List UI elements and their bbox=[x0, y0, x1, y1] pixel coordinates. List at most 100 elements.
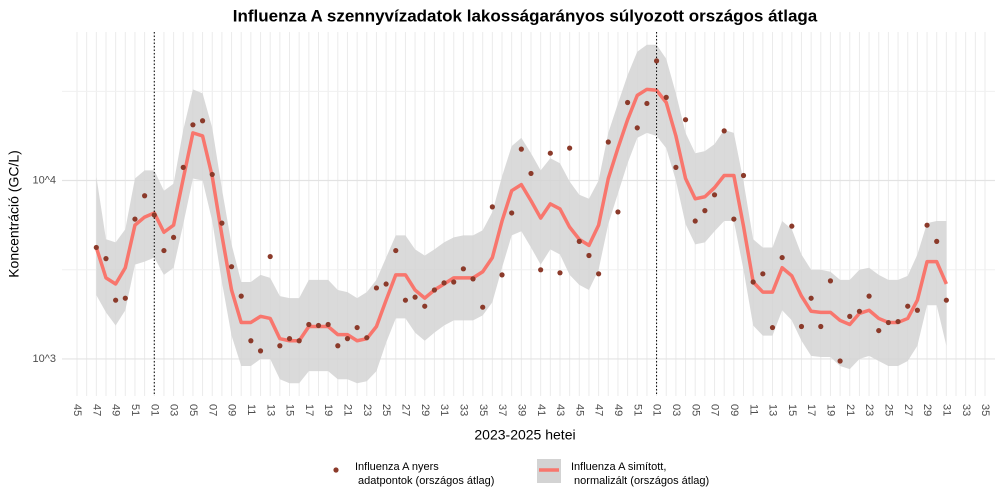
data-point bbox=[412, 294, 418, 300]
y-tick-label: 10^3 bbox=[32, 353, 56, 365]
data-point bbox=[257, 348, 264, 354]
data-point bbox=[624, 99, 631, 106]
data-point bbox=[113, 297, 119, 303]
x-tick-label: 27 bbox=[400, 404, 412, 416]
data-point bbox=[306, 321, 312, 328]
data-point bbox=[509, 210, 515, 216]
data-point bbox=[673, 164, 679, 170]
x-tick-label: 41 bbox=[535, 404, 547, 416]
x-tick-label: 09 bbox=[226, 404, 238, 416]
x-tick-label: 25 bbox=[380, 404, 392, 416]
x-tick-label: 51 bbox=[631, 404, 643, 416]
data-point bbox=[866, 293, 872, 299]
data-point bbox=[364, 335, 370, 341]
x-tick-label: 17 bbox=[303, 404, 315, 416]
data-point bbox=[441, 280, 447, 286]
data-point bbox=[644, 100, 650, 107]
data-point bbox=[480, 304, 486, 310]
data-point bbox=[547, 150, 553, 156]
data-point bbox=[325, 321, 331, 328]
data-point bbox=[151, 212, 157, 218]
data-point bbox=[489, 204, 495, 210]
data-point bbox=[132, 216, 138, 222]
legend-label: Influenza A simított, normalizált (orszá… bbox=[571, 461, 709, 487]
data-point bbox=[798, 323, 805, 330]
x-tick-label: 01 bbox=[651, 404, 663, 416]
data-point bbox=[219, 220, 225, 226]
data-point bbox=[93, 244, 99, 251]
x-tick-label: 21 bbox=[844, 404, 856, 416]
data-point bbox=[315, 322, 322, 329]
data-point bbox=[199, 118, 206, 124]
x-tick-label: 23 bbox=[863, 404, 875, 416]
x-tick-label: 05 bbox=[689, 404, 701, 416]
x-tick-label: 03 bbox=[670, 404, 682, 416]
x-tick-label: 13 bbox=[264, 404, 276, 416]
x-tick-label: 29 bbox=[419, 404, 431, 416]
data-point bbox=[451, 279, 457, 285]
data-point bbox=[914, 307, 920, 313]
y-axis-title: Koncentráció (GC/L) bbox=[6, 150, 22, 278]
x-tick-label: 27 bbox=[902, 404, 914, 416]
data-point bbox=[209, 171, 215, 178]
x-tick-label: 05 bbox=[187, 404, 199, 416]
data-point bbox=[789, 223, 795, 229]
x-tick-label: 21 bbox=[342, 404, 354, 416]
x-tick-label: 49 bbox=[612, 404, 624, 416]
data-point bbox=[286, 336, 293, 342]
data-point bbox=[393, 247, 399, 254]
data-point bbox=[615, 209, 621, 215]
data-point bbox=[586, 252, 592, 259]
x-tick-label: 39 bbox=[515, 404, 527, 416]
data-point bbox=[180, 164, 186, 170]
data-point bbox=[373, 285, 380, 291]
x-tick-label: 23 bbox=[361, 404, 373, 416]
data-point bbox=[895, 318, 901, 325]
legend-label: Influenza A nyers adatpontok (országos á… bbox=[355, 461, 494, 487]
data-point bbox=[634, 125, 640, 131]
data-point bbox=[702, 208, 708, 214]
data-point bbox=[238, 293, 244, 299]
data-point bbox=[934, 238, 940, 244]
data-point bbox=[808, 295, 814, 301]
x-tick-label: 11 bbox=[747, 404, 759, 415]
data-point bbox=[605, 139, 611, 145]
data-point bbox=[847, 313, 853, 319]
x-tick-label: 31 bbox=[438, 404, 450, 416]
legend-key bbox=[333, 467, 339, 473]
data-point bbox=[818, 323, 824, 330]
x-tick-label: 35 bbox=[979, 404, 991, 416]
x-tick-label: 07 bbox=[206, 404, 218, 416]
data-point bbox=[460, 266, 466, 272]
data-point bbox=[142, 193, 148, 199]
x-tick-label: 35 bbox=[477, 404, 489, 416]
data-point bbox=[103, 256, 109, 262]
data-point bbox=[663, 94, 669, 100]
data-point bbox=[499, 272, 505, 278]
x-tick-label: 31 bbox=[940, 404, 952, 416]
x-axis-title: 2023-2025 hetei bbox=[474, 427, 575, 443]
data-point bbox=[876, 327, 882, 334]
data-point bbox=[885, 319, 892, 326]
legend: Influenza A nyers adatpontok (országos á… bbox=[333, 459, 709, 487]
x-tick-label: 43 bbox=[554, 404, 566, 416]
data-point bbox=[161, 247, 167, 254]
data-point bbox=[296, 338, 302, 344]
data-point bbox=[827, 278, 834, 284]
data-point bbox=[267, 253, 273, 260]
chart-title: Influenza A szennyvízadatok lakosságarán… bbox=[233, 6, 818, 25]
data-point bbox=[344, 336, 351, 342]
data-point bbox=[779, 254, 785, 261]
data-point bbox=[750, 279, 756, 285]
data-point bbox=[760, 271, 766, 277]
data-point bbox=[740, 172, 747, 179]
data-point bbox=[518, 146, 524, 152]
data-point bbox=[122, 295, 128, 301]
x-tick-label: 33 bbox=[457, 404, 469, 416]
data-point bbox=[422, 303, 428, 309]
data-point bbox=[557, 270, 563, 276]
data-point bbox=[721, 128, 727, 134]
data-point bbox=[905, 303, 911, 309]
data-point bbox=[837, 358, 843, 364]
